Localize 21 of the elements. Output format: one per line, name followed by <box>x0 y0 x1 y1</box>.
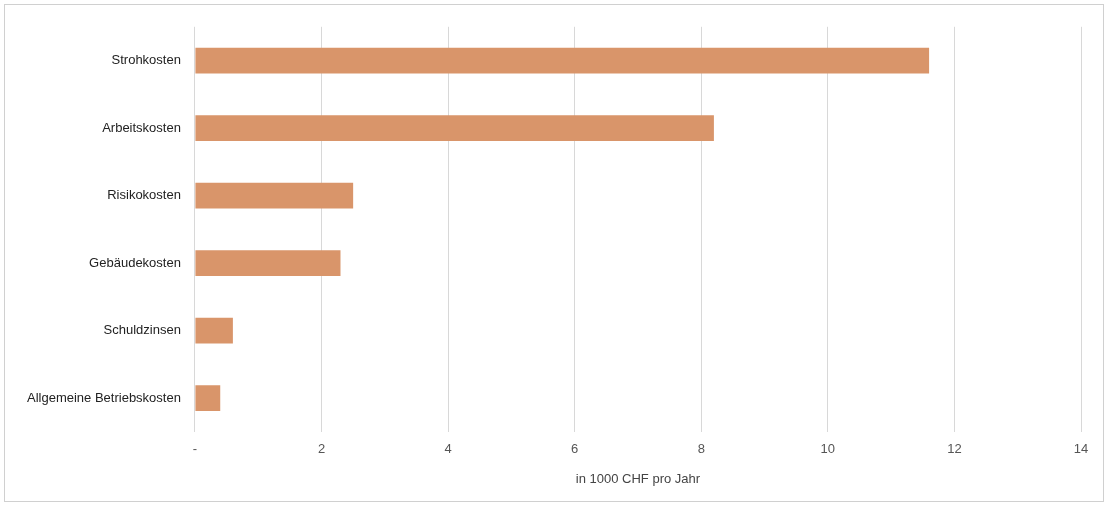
x-tick-label: - <box>192 441 198 457</box>
x-axis-title: in 1000 CHF pro Jahr <box>575 470 701 486</box>
y-tick-label: Allgemeine Betriebskosten <box>27 389 181 405</box>
y-tick-label: Risikokosten <box>107 187 181 203</box>
y-tick-label: Arbeitskosten <box>102 119 181 135</box>
bar <box>195 250 341 276</box>
y-tick-label: Gebäudekosten <box>89 254 181 270</box>
bar <box>195 385 221 411</box>
x-tick-label: 14 <box>1073 441 1089 457</box>
x-tick-label: 4 <box>444 441 452 457</box>
x-tick-label: 12 <box>947 441 962 457</box>
bar <box>195 115 714 141</box>
y-tick-label: Schuldzinsen <box>103 322 181 338</box>
bar <box>195 182 354 209</box>
x-tick-label: 2 <box>317 441 326 457</box>
x-tick-label: 8 <box>697 441 705 457</box>
x-tick-label: 10 <box>820 441 836 457</box>
x-tick-label: 6 <box>571 441 579 457</box>
y-tick-label: Strohkosten <box>111 52 181 68</box>
bar <box>195 47 930 74</box>
bar <box>195 317 233 344</box>
